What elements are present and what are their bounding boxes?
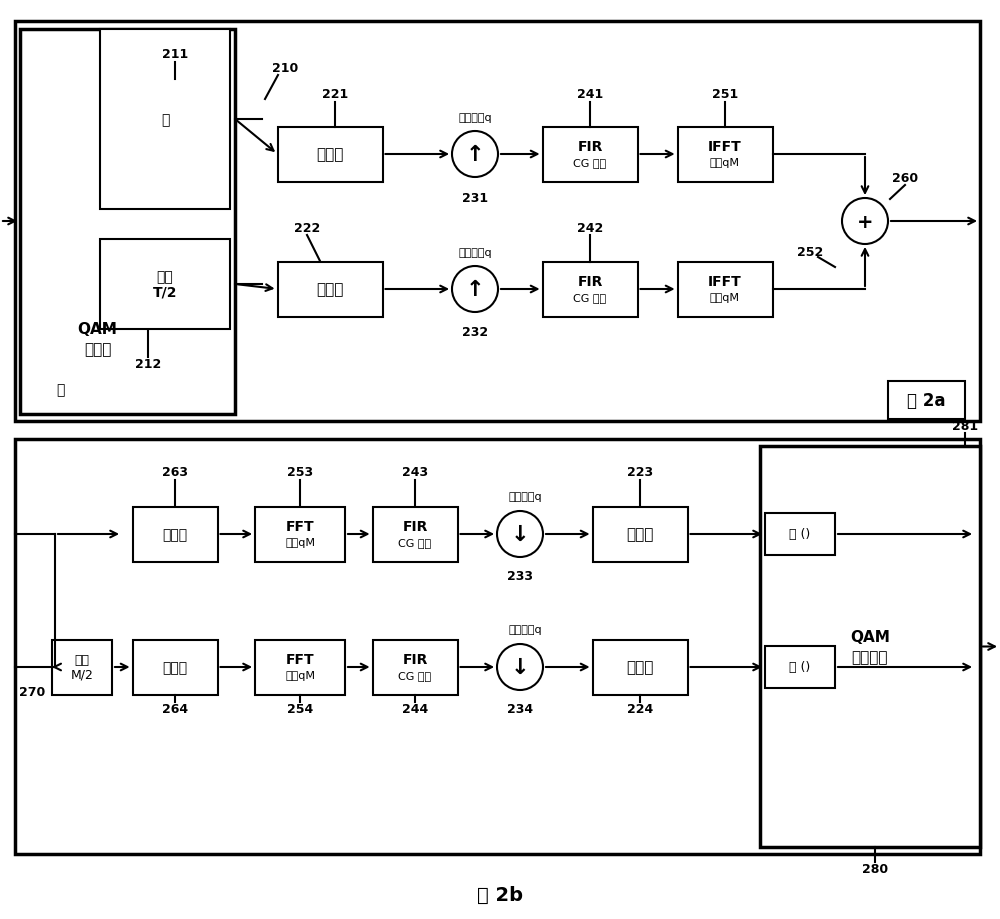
Bar (542, 128, 638, 182)
Text: 224: 224 (627, 703, 653, 716)
Circle shape (842, 199, 888, 244)
Text: ↑: ↑ (466, 145, 484, 165)
Text: 260: 260 (892, 171, 918, 185)
Text: ↑: ↑ (466, 279, 484, 300)
Bar (760, 447, 980, 847)
Text: 映射器: 映射器 (84, 342, 111, 357)
Text: 后处理: 后处理 (626, 660, 654, 675)
Text: 241: 241 (577, 88, 603, 101)
Text: +: + (857, 212, 873, 232)
Text: 234: 234 (507, 703, 533, 716)
Text: 281: 281 (952, 420, 978, 433)
Text: 实: 实 (161, 113, 169, 127)
Text: 图 2b: 图 2b (477, 884, 523, 903)
Bar (278, 262, 383, 317)
Text: 延迟
M/2: 延迟 M/2 (71, 653, 93, 681)
Text: FIR: FIR (402, 652, 428, 666)
Text: ↓: ↓ (511, 657, 529, 677)
Bar (255, 640, 345, 695)
Text: 243: 243 (402, 466, 428, 479)
Bar (373, 507, 458, 562)
Text: 222: 222 (294, 221, 320, 234)
Bar (100, 240, 230, 330)
Text: FIR: FIR (577, 140, 603, 153)
Text: 223: 223 (627, 466, 653, 479)
Text: CG 抽头: CG 抽头 (573, 158, 607, 168)
Text: T/2: T/2 (153, 286, 177, 300)
Text: CG 抽头: CG 抽头 (573, 292, 607, 302)
Bar (255, 507, 345, 562)
Text: 251: 251 (712, 88, 738, 101)
Text: 231: 231 (462, 191, 488, 204)
Text: 233: 233 (507, 570, 533, 583)
Circle shape (497, 644, 543, 690)
Text: 去映射器: 去映射器 (852, 650, 888, 664)
Text: 下采样了q: 下采样了q (508, 624, 542, 634)
Text: 预处理: 预处理 (316, 147, 344, 163)
Text: 280: 280 (862, 863, 888, 876)
Text: 冬 2a: 冬 2a (907, 391, 946, 410)
Bar (133, 507, 218, 562)
Text: 264: 264 (162, 703, 188, 716)
Text: QAM: QAM (78, 323, 117, 337)
Text: 上采样了q: 上采样了q (458, 248, 492, 257)
Bar (52, 640, 112, 695)
Text: 延迟: 延迟 (157, 269, 173, 284)
Bar (20, 30, 235, 414)
Text: 上采样了q: 上采样了q (458, 113, 492, 123)
Text: 270: 270 (19, 686, 45, 698)
Bar (678, 262, 772, 317)
Bar (373, 640, 458, 695)
Text: 实 (): 实 () (789, 661, 811, 674)
Circle shape (497, 512, 543, 558)
Bar (592, 507, 688, 562)
Text: CG 抽头: CG 抽头 (398, 670, 432, 680)
Bar (592, 640, 688, 695)
Text: QAM: QAM (850, 630, 890, 644)
Text: FFT: FFT (286, 519, 314, 533)
Text: 263: 263 (162, 466, 188, 479)
Bar (542, 262, 638, 317)
Text: 下采样了q: 下采样了q (508, 492, 542, 502)
Text: 滑动窗: 滑动窗 (162, 528, 188, 541)
Text: 后处理: 后处理 (626, 527, 654, 542)
Text: 254: 254 (287, 703, 313, 716)
Circle shape (452, 267, 498, 312)
Text: 212: 212 (135, 358, 161, 371)
Text: 244: 244 (402, 703, 428, 716)
Text: 实 (): 实 () (789, 528, 811, 541)
Text: FIR: FIR (577, 275, 603, 289)
Text: 滑动窗: 滑动窗 (162, 660, 188, 675)
Text: FFT: FFT (286, 652, 314, 666)
Text: 211: 211 (162, 49, 188, 62)
Text: 长度qM: 长度qM (710, 158, 740, 168)
Bar (765, 514, 835, 555)
Text: FIR: FIR (402, 519, 428, 533)
Bar (15, 439, 980, 854)
Text: 预处理: 预处理 (316, 282, 344, 297)
Text: 232: 232 (462, 326, 488, 339)
Text: 210: 210 (272, 62, 298, 74)
Text: 252: 252 (797, 245, 823, 258)
Bar (278, 128, 383, 182)
Text: 221: 221 (322, 88, 348, 101)
Text: 253: 253 (287, 466, 313, 479)
Text: ↓: ↓ (511, 525, 529, 544)
Bar (765, 646, 835, 688)
Bar (888, 381, 965, 420)
Text: IFFT: IFFT (708, 140, 742, 153)
Circle shape (452, 131, 498, 177)
Text: 长度qM: 长度qM (710, 292, 740, 302)
Text: 长度qM: 长度qM (285, 538, 315, 548)
Bar (678, 128, 772, 182)
Text: 长度qM: 长度qM (285, 670, 315, 680)
Text: CG 抽头: CG 抽头 (398, 538, 432, 548)
Text: 242: 242 (577, 221, 603, 234)
Bar (133, 640, 218, 695)
Text: IFFT: IFFT (708, 275, 742, 289)
Bar (15, 22, 980, 422)
Bar (100, 30, 230, 210)
Text: 虚: 虚 (56, 382, 64, 397)
